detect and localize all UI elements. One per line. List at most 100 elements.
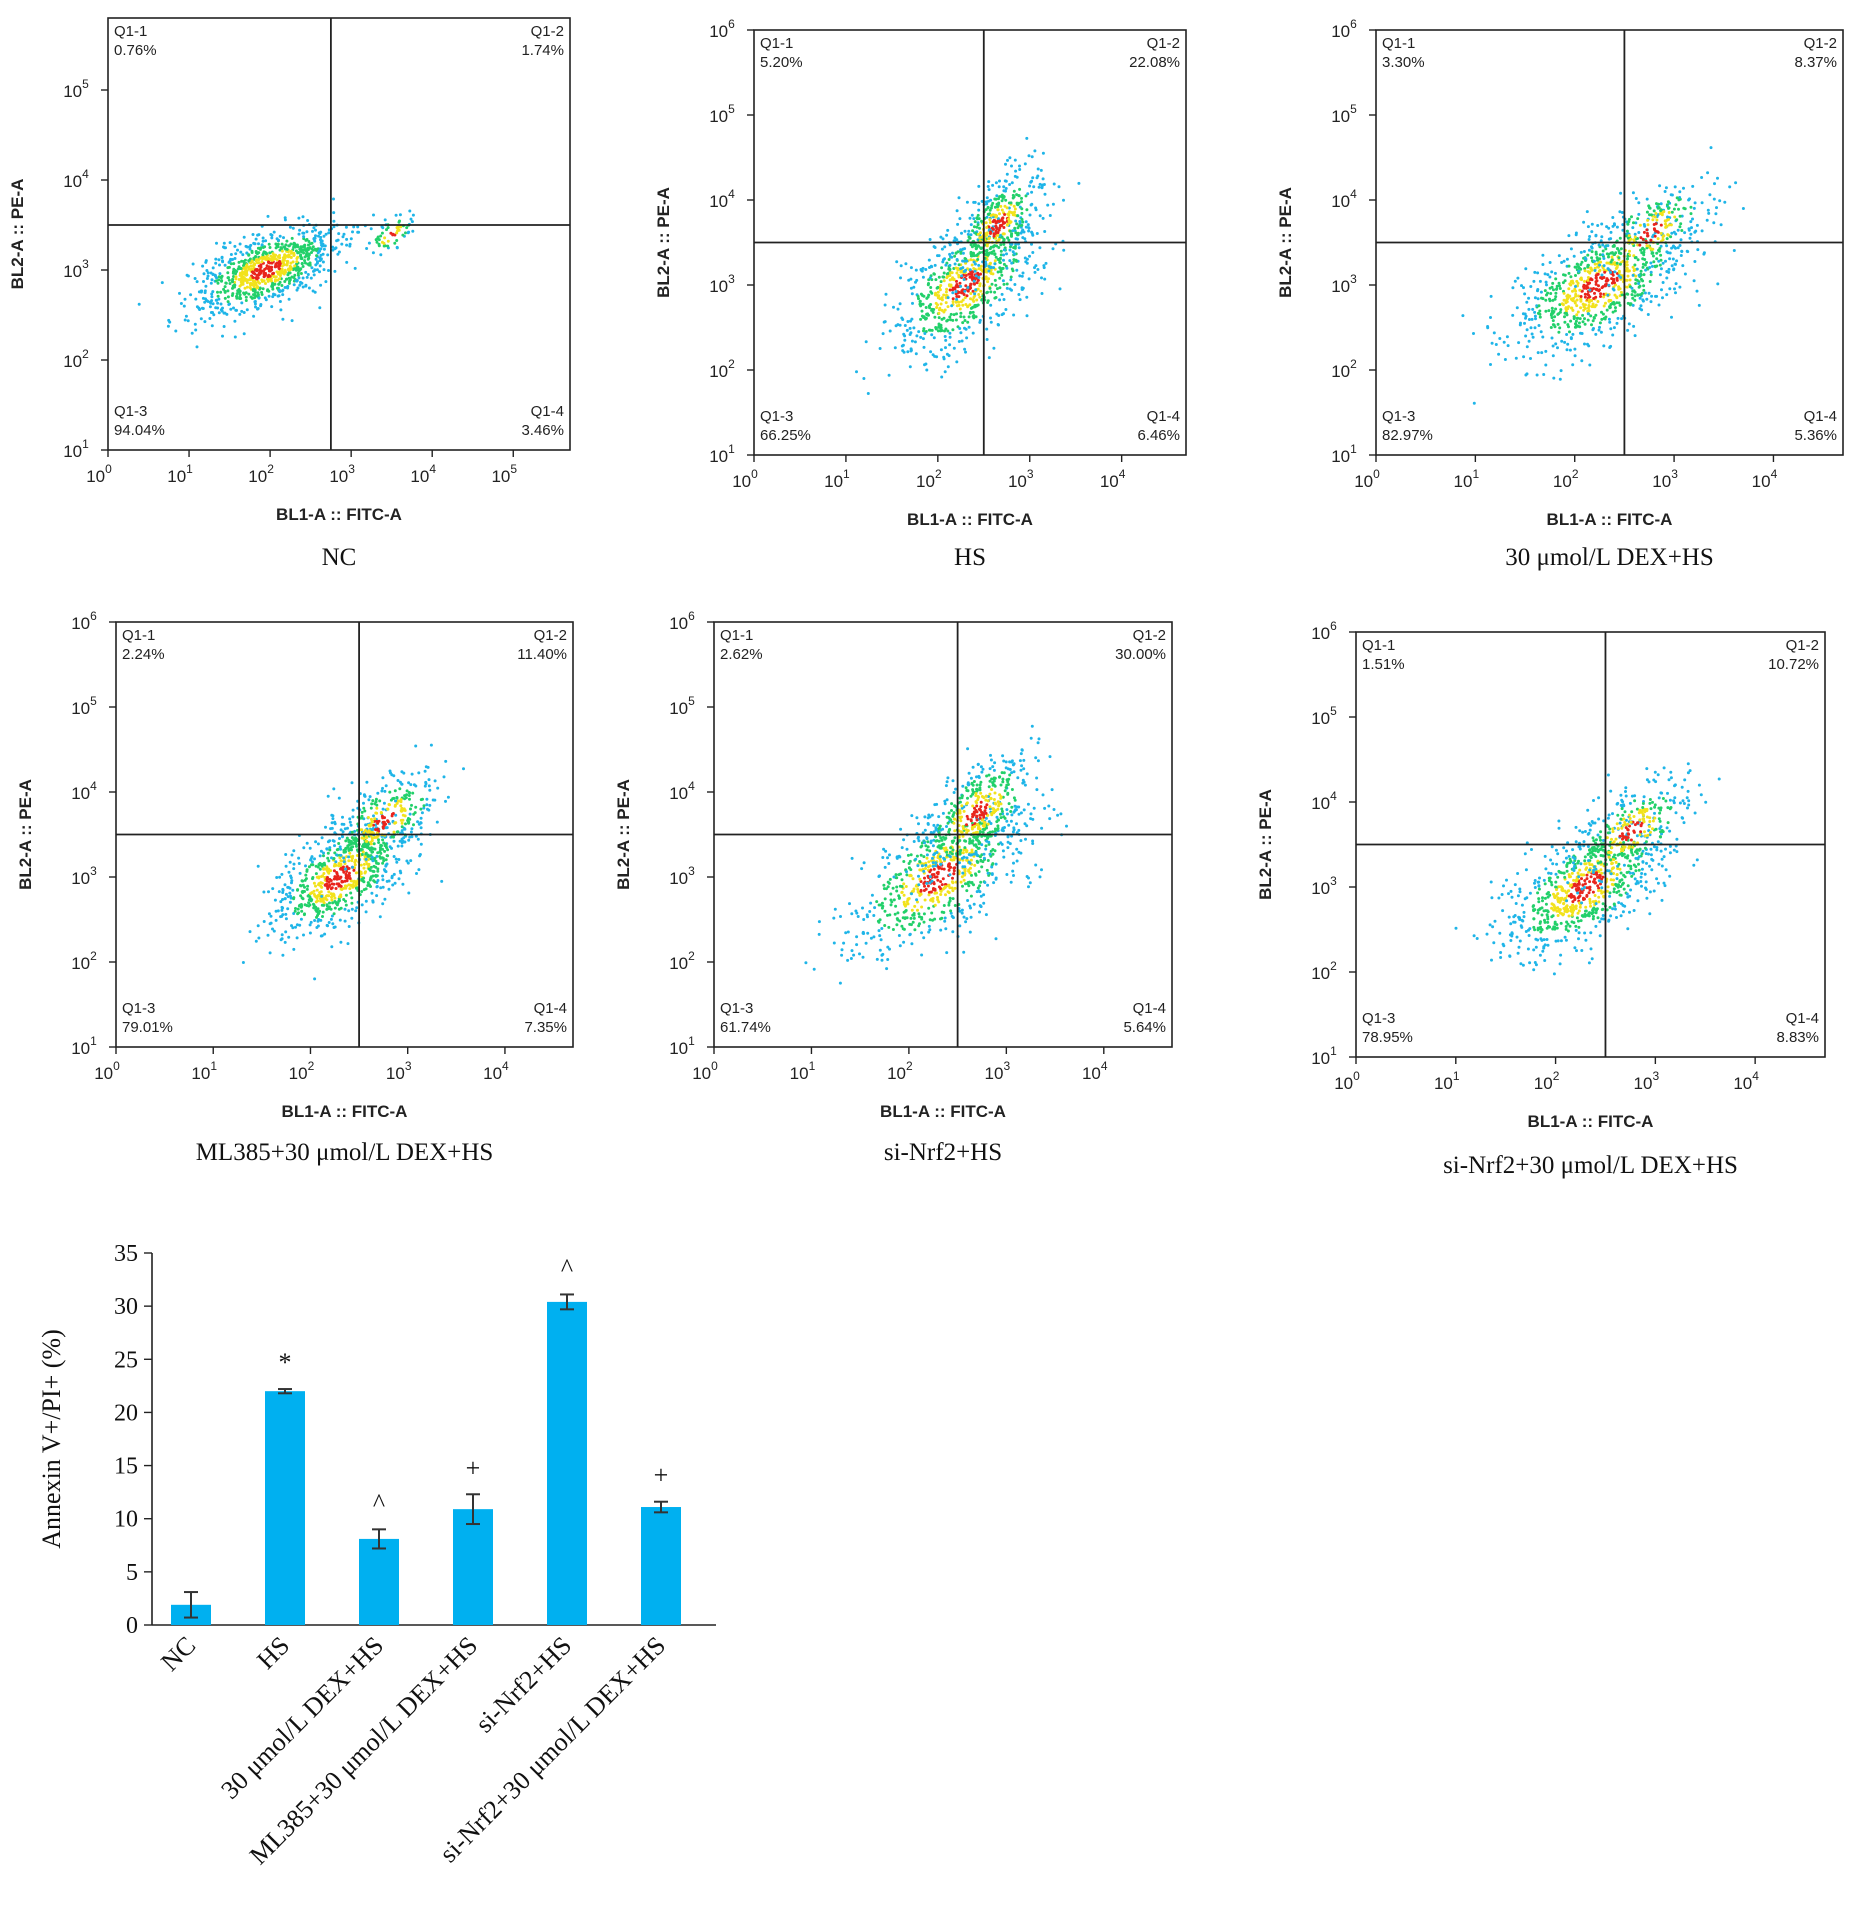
data-point xyxy=(1638,243,1642,247)
data-point xyxy=(320,836,324,840)
data-point xyxy=(948,278,952,282)
data-point xyxy=(1538,312,1542,316)
data-point xyxy=(942,904,946,907)
data-point xyxy=(270,265,274,269)
data-point xyxy=(395,796,399,799)
data-point xyxy=(850,856,854,860)
data-point xyxy=(992,249,996,253)
data-point xyxy=(329,827,333,831)
data-point xyxy=(1012,246,1016,250)
data-point xyxy=(861,955,865,959)
data-point xyxy=(925,296,929,300)
data-point xyxy=(426,765,430,769)
data-point xyxy=(1503,358,1507,361)
data-point xyxy=(220,256,224,260)
data-point xyxy=(379,234,383,238)
y-tick-exponent: 1 xyxy=(90,1034,97,1048)
data-point xyxy=(1571,289,1574,293)
data-point xyxy=(1056,813,1060,817)
data-point xyxy=(1040,276,1043,280)
data-point xyxy=(937,311,941,315)
data-point xyxy=(1617,301,1621,305)
data-point xyxy=(933,263,937,267)
data-point xyxy=(356,225,360,229)
data-point xyxy=(203,320,207,324)
data-point xyxy=(1001,279,1005,283)
data-point xyxy=(1631,265,1635,269)
data-point xyxy=(382,241,386,245)
data-point xyxy=(319,235,323,239)
data-point xyxy=(321,260,325,264)
x-tick-label: 101 xyxy=(191,1059,217,1083)
data-point xyxy=(1600,222,1604,226)
data-point xyxy=(931,897,935,900)
quadrant-label: Q1-3 xyxy=(760,408,793,425)
data-point xyxy=(379,886,383,890)
data-point xyxy=(929,286,933,289)
data-point xyxy=(352,225,356,229)
data-point xyxy=(1631,296,1635,300)
data-point xyxy=(1004,187,1008,190)
data-point xyxy=(210,292,214,296)
data-point xyxy=(204,297,207,301)
data-point xyxy=(301,231,305,235)
data-point xyxy=(1559,369,1563,373)
data-point xyxy=(946,305,950,309)
data-point xyxy=(953,866,957,870)
data-point xyxy=(318,867,322,871)
data-point xyxy=(1522,286,1525,290)
data-point xyxy=(1524,267,1528,271)
data-point xyxy=(977,870,981,874)
data-point xyxy=(977,208,981,212)
data-point xyxy=(1627,234,1631,238)
data-point xyxy=(361,850,365,854)
data-point xyxy=(305,275,309,279)
data-point xyxy=(1675,259,1679,263)
data-point xyxy=(1645,297,1649,301)
data-point xyxy=(993,253,997,256)
data-point xyxy=(916,890,920,894)
plot-frame xyxy=(107,17,571,451)
panel-caption: NC xyxy=(322,544,357,571)
x-tick-exponent: 5 xyxy=(510,462,517,476)
data-point xyxy=(335,872,339,876)
data-point xyxy=(993,262,997,266)
data-point xyxy=(980,865,984,869)
data-point xyxy=(1012,258,1016,262)
data-point xyxy=(989,303,993,307)
data-point xyxy=(1645,197,1649,201)
data-point xyxy=(254,305,257,309)
data-point xyxy=(842,941,846,945)
data-point xyxy=(927,906,931,910)
data-point xyxy=(1697,303,1701,307)
data-point xyxy=(291,888,295,892)
data-point xyxy=(280,264,284,268)
data-point xyxy=(1002,262,1006,266)
data-point xyxy=(1522,355,1526,359)
data-point xyxy=(1562,273,1565,277)
data-point xyxy=(912,916,916,920)
data-point xyxy=(345,865,349,869)
data-point xyxy=(1662,234,1666,238)
data-point xyxy=(1609,270,1612,274)
data-point xyxy=(264,239,268,243)
quadrant-value: 1.74% xyxy=(521,42,564,59)
data-point xyxy=(288,891,292,895)
data-point xyxy=(1039,168,1043,172)
data-point xyxy=(220,309,224,313)
data-point xyxy=(999,243,1003,247)
data-point xyxy=(1005,206,1009,210)
data-point xyxy=(369,806,373,810)
data-point xyxy=(1587,293,1590,297)
data-point xyxy=(962,848,966,852)
y-tick-exponent: 3 xyxy=(82,257,89,271)
data-point xyxy=(991,852,995,856)
data-point xyxy=(1020,223,1024,227)
data-point xyxy=(1664,186,1668,190)
data-point xyxy=(352,868,356,872)
data-point xyxy=(1607,283,1611,287)
data-point xyxy=(318,256,322,260)
data-point xyxy=(1683,207,1687,211)
data-point xyxy=(1588,288,1592,292)
